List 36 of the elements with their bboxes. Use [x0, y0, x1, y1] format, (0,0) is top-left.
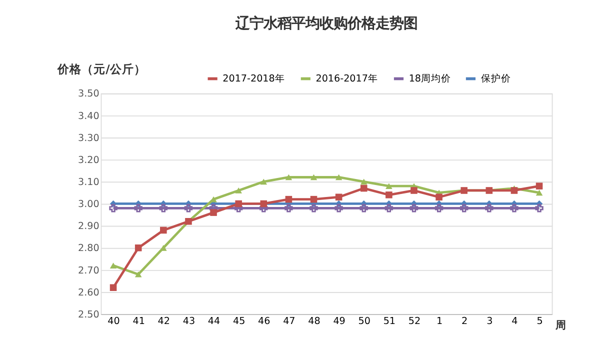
- x-tick-label: 3: [486, 316, 493, 328]
- x-axis-title: 周: [554, 319, 567, 332]
- x-tick-label: 52: [408, 316, 421, 328]
- legend-label: 2016-2017年: [316, 72, 378, 85]
- x-tick-label: 42: [158, 316, 170, 328]
- y-tick-label: 2.80: [78, 243, 100, 254]
- y-tick-label: 2.60: [78, 287, 100, 298]
- x-tick-label: 1: [436, 316, 443, 328]
- y-tick-label: 3.00: [78, 199, 100, 210]
- y-tick-label: 3.20: [78, 154, 100, 166]
- x-tick-label: 51: [383, 316, 396, 328]
- y-axis-title: 价格（元/公斤）: [56, 62, 146, 76]
- y-tick-label: 2.50: [78, 309, 100, 320]
- x-tick-label: 49: [333, 316, 346, 328]
- x-tick-label: 4: [512, 316, 518, 328]
- y-tick-label: 2.70: [78, 265, 100, 276]
- legend-label: 2017-2018年: [222, 72, 285, 85]
- x-tick-label: 47: [283, 316, 296, 328]
- y-tick-label: 3.30: [78, 132, 100, 144]
- x-tick-label: 40: [108, 316, 120, 328]
- x-tick-label: 44: [208, 316, 220, 328]
- x-tick-label: 2: [462, 316, 468, 328]
- x-tick-label: 45: [232, 316, 246, 328]
- y-tick-label: 3.40: [78, 110, 100, 122]
- y-tick-label: 2.90: [78, 221, 100, 232]
- x-tick-label: 5: [536, 316, 543, 328]
- legend-label: 保护价: [480, 72, 511, 85]
- x-tick-label: 46: [258, 316, 270, 328]
- x-tick-label: 48: [308, 316, 320, 328]
- y-tick-label: 3.10: [78, 177, 100, 188]
- x-tick-label: 41: [132, 316, 145, 328]
- y-tick-label: 3.50: [78, 88, 100, 100]
- x-tick-label: 50: [358, 316, 370, 328]
- x-tick-label: 43: [182, 316, 196, 328]
- legend-label: 18周均价: [408, 72, 452, 85]
- chart-title: 辽宁水稻平均收购价格走势图: [234, 15, 418, 32]
